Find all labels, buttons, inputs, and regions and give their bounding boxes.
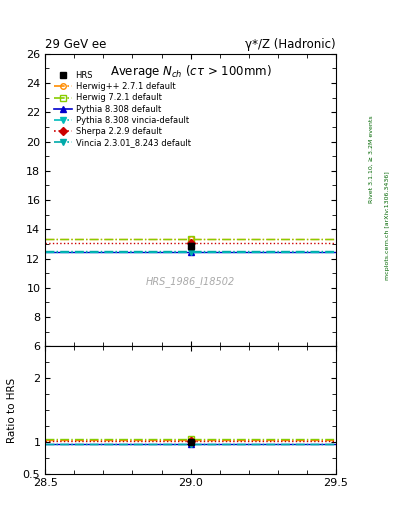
Text: γ*/Z (Hadronic): γ*/Z (Hadronic): [245, 38, 336, 51]
Y-axis label: Ratio to HRS: Ratio to HRS: [7, 377, 17, 442]
Text: Rivet 3.1.10, ≥ 3.2M events: Rivet 3.1.10, ≥ 3.2M events: [369, 115, 374, 203]
Text: mcplots.cern.ch [arXiv:1306.3436]: mcplots.cern.ch [arXiv:1306.3436]: [385, 172, 389, 280]
Text: Average $N_{ch}$ ($c\tau$ > 100mm): Average $N_{ch}$ ($c\tau$ > 100mm): [110, 62, 272, 79]
Text: 29 GeV ee: 29 GeV ee: [45, 38, 107, 51]
Text: HRS_1986_I18502: HRS_1986_I18502: [146, 276, 235, 287]
Legend: HRS, Herwig++ 2.7.1 default, Herwig 7.2.1 default, Pythia 8.308 default, Pythia : HRS, Herwig++ 2.7.1 default, Herwig 7.2.…: [52, 70, 192, 148]
